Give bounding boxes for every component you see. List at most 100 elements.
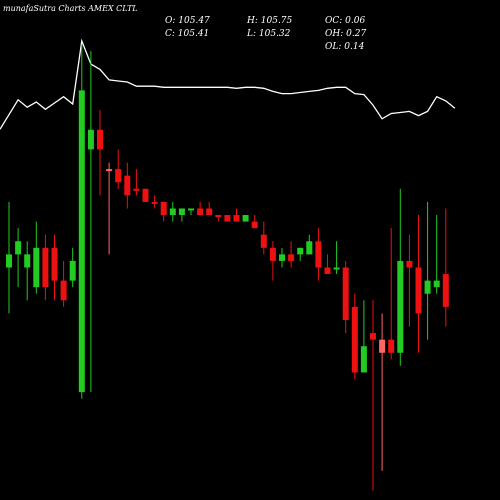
open-label: O:: [165, 16, 176, 26]
candle: [279, 247, 285, 268]
oh-value: 0.27: [346, 29, 367, 39]
candle-body: [406, 260, 413, 268]
candle: [60, 260, 67, 307]
oc-value: 0.06: [345, 16, 366, 26]
candle-body: [33, 247, 40, 288]
candle: [397, 188, 404, 366]
candle: [315, 228, 322, 281]
candle: [178, 208, 185, 222]
candle: [169, 201, 176, 222]
candle-body: [215, 215, 222, 218]
indicator-line-layer: [0, 38, 456, 130]
candle: [360, 300, 367, 373]
candle-body: [106, 169, 113, 172]
candle-body: [333, 267, 340, 270]
candle-body: [169, 208, 176, 216]
candle: [433, 215, 440, 294]
candle-body: [388, 339, 395, 353]
candle: [51, 234, 58, 301]
candle: [324, 254, 331, 275]
candle-body: [97, 129, 103, 150]
candles-layer: [6, 44, 449, 491]
candle-body: [124, 175, 131, 196]
candle: [151, 195, 158, 209]
ol-value: 0.14: [344, 42, 365, 52]
candle: [106, 162, 113, 255]
candle: [197, 201, 204, 216]
candle: [6, 201, 12, 314]
candle: [342, 260, 349, 334]
candle: [288, 241, 295, 268]
indicator-line: [0, 38, 456, 130]
candle: [33, 221, 40, 294]
chart-title: Charts AMEX CLTL: [58, 4, 138, 13]
candle: [42, 234, 49, 301]
candle: [124, 162, 131, 209]
candle: [442, 208, 449, 327]
candle-body: [15, 241, 22, 255]
candle-body: [151, 201, 158, 204]
candle-body: [60, 280, 67, 301]
candle-body: [87, 129, 94, 150]
candle-body: [188, 208, 194, 211]
open-value: 105.47: [178, 16, 210, 26]
candle-body: [315, 241, 322, 268]
candle-body: [397, 260, 404, 353]
candle: [269, 241, 276, 281]
candle-body: [297, 247, 304, 255]
candle: [306, 234, 313, 255]
high-label: H:: [247, 16, 258, 26]
low-readout: L: 105.32: [247, 29, 290, 39]
candle-body: [160, 201, 167, 216]
candle-body: [415, 267, 422, 314]
candle-body: [178, 208, 185, 216]
candle-body: [142, 188, 149, 202]
candle-body: [260, 234, 267, 248]
candle-body: [351, 306, 358, 373]
candle: [242, 215, 249, 222]
candle-body: [206, 208, 213, 216]
candle: [224, 215, 231, 222]
candle: [370, 300, 376, 491]
candle-body: [269, 247, 276, 261]
candle-body: [197, 208, 204, 216]
candle: [233, 208, 240, 222]
high-value: 105.75: [260, 16, 293, 26]
candle: [424, 201, 431, 340]
candle-body: [360, 346, 367, 373]
candle-body: [42, 247, 49, 288]
candle-body: [133, 188, 140, 191]
close-value: 105.41: [177, 29, 210, 39]
close-label: C:: [165, 29, 175, 39]
candle: [406, 234, 413, 327]
candle-body: [433, 280, 440, 288]
candle: [215, 215, 222, 222]
low-label: L:: [247, 29, 257, 39]
candle-body: [342, 267, 349, 320]
candle: [78, 44, 85, 399]
candle-body: [233, 215, 240, 222]
oc-label: OC:: [325, 16, 343, 26]
candle: [142, 188, 149, 202]
candle: [160, 201, 167, 222]
close-readout: C: 105.41: [165, 29, 209, 39]
brand-text: munafaSutra: [3, 4, 56, 13]
candle-body: [242, 215, 249, 222]
chart-brand: munafaSutra Charts AMEX CLTL: [3, 4, 138, 14]
candle-body: [251, 221, 258, 229]
ol-label: OL:: [325, 42, 342, 52]
candle: [24, 241, 31, 301]
candle: [133, 169, 140, 196]
candle: [260, 221, 267, 255]
high-readout: H: 105.75: [247, 16, 292, 26]
candle: [388, 228, 395, 360]
candle-body: [324, 267, 331, 275]
candle-body: [24, 254, 31, 268]
candle-body: [288, 254, 295, 261]
candle: [97, 110, 103, 196]
candle: [206, 201, 213, 216]
candle-body: [115, 169, 122, 183]
candle: [415, 215, 422, 353]
candle: [333, 241, 340, 275]
